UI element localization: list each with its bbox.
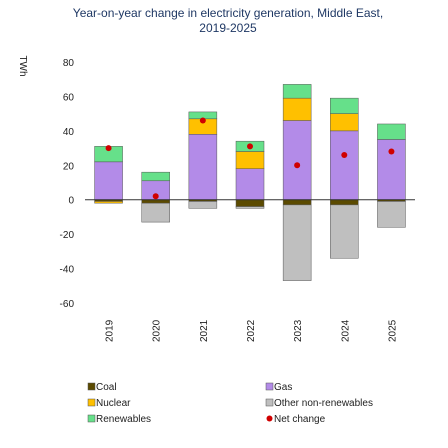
- legend-label: Coal: [96, 382, 117, 393]
- y-tick-label: 60: [63, 92, 75, 103]
- bar-gas: [94, 161, 123, 200]
- legend-swatch: [265, 398, 274, 407]
- bar-other-non-renewables: [282, 204, 312, 281]
- legend-swatch: [265, 382, 274, 391]
- bar-nuclear: [235, 151, 265, 169]
- legend-label: Gas: [274, 382, 292, 393]
- bar-coal: [235, 199, 265, 207]
- chart-title-line-1: Year-on-year change in electricity gener…: [73, 6, 383, 20]
- plot-area: 80 60 40 20 0 -20 -40 -60 2019 2020 2021 2022 2023 20…: [60, 58, 415, 342]
- y-tick-label: -40: [60, 265, 75, 276]
- bar-other-non-renewables: [377, 201, 406, 228]
- x-tick-label: 2023: [293, 319, 304, 342]
- legend-label: Nuclear: [96, 398, 131, 409]
- bar-nuclear: [282, 97, 312, 121]
- bar-gas: [282, 120, 312, 200]
- x-tick-label: 2025: [387, 319, 398, 342]
- net-change-point: [341, 151, 348, 158]
- bar-gas: [377, 139, 406, 200]
- bar-nuclear: [330, 113, 359, 132]
- y-tick-label: 0: [68, 196, 74, 207]
- legend-swatch: [87, 414, 96, 423]
- bar-other-non-renewables: [188, 201, 218, 209]
- x-tick-label: 2022: [246, 319, 257, 342]
- legend-label: Other non-renewables: [274, 398, 373, 409]
- x-tick-label: 2024: [340, 319, 351, 342]
- net-change-point: [152, 193, 159, 200]
- bar-other-non-renewables: [330, 204, 359, 259]
- legend-label: Renewables: [96, 414, 151, 425]
- bar-coal: [330, 199, 359, 206]
- bar-gas: [235, 168, 265, 200]
- bar-renewables: [377, 123, 406, 140]
- bar-coal: [282, 199, 312, 206]
- bar-renewables: [330, 97, 359, 114]
- bar-gas: [188, 134, 218, 200]
- bar-nuclear: [94, 201, 123, 204]
- bar-other-non-renewables: [141, 202, 170, 223]
- net-change-point: [199, 117, 206, 124]
- y-tick-label: 80: [63, 58, 75, 69]
- bar-gas: [330, 130, 359, 200]
- legend-swatch: [87, 398, 96, 407]
- bar-coal: [141, 199, 170, 204]
- y-tick-label: -60: [60, 299, 75, 310]
- y-tick-label: -20: [60, 230, 75, 241]
- net-change-point: [105, 145, 112, 152]
- bar-renewables: [282, 84, 312, 99]
- x-tick-label: 2021: [199, 319, 210, 342]
- bar-other-non-renewables: [235, 206, 265, 209]
- chart-title-line-2: 2019-2025: [199, 21, 257, 35]
- y-tick-label: 20: [63, 161, 75, 172]
- legend-label: Net change: [274, 414, 326, 425]
- x-tick-label: 2020: [152, 319, 163, 342]
- legend-marker: [266, 415, 273, 422]
- y-axis-label: TWh: [17, 55, 28, 76]
- net-change-point: [294, 162, 301, 169]
- x-tick-label: 2019: [105, 319, 116, 342]
- legend-swatch: [87, 382, 96, 391]
- net-change-point: [247, 143, 253, 150]
- legend: Coal Gas Nuclear Other non-renewables Renewa…: [87, 382, 373, 425]
- bar-renewables: [141, 171, 170, 182]
- net-change-point: [388, 148, 395, 155]
- y-tick-label: 40: [63, 127, 75, 138]
